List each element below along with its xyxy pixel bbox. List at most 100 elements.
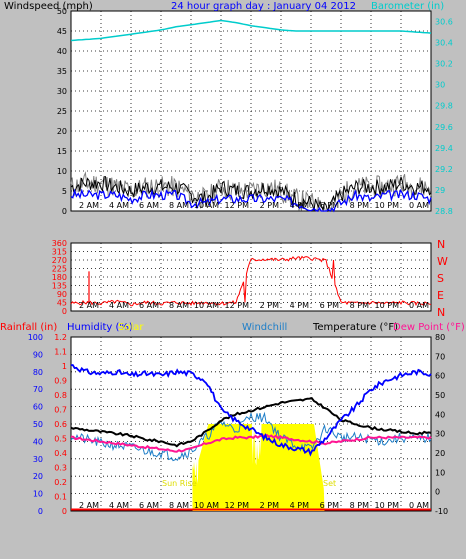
humidity-y-tick: 30 [33,455,43,464]
direction-y-tick: 225 [52,265,67,274]
baro-y-tick: 29.8 [435,102,453,111]
rain-y-tick: 0.8 [54,391,67,400]
temperature-y-tick: 10 [435,468,445,477]
temperature-y-tick: 30 [435,430,445,439]
solar-area [192,424,325,511]
x-tick-label: 2 AM [79,201,99,210]
wind-y-tick: 20 [57,127,67,136]
wind-y-tick: 45 [57,27,67,36]
humidity-y-tick: 60 [33,403,43,412]
x-tick-label: 12 PM [225,201,250,210]
x-tick-label: 0 AM [409,301,429,310]
direction-compass-label: E [437,289,444,302]
wind-ylabel: Windspeed (mph) [4,1,93,12]
x-tick-label: 6 AM [139,501,159,510]
baro-y-tick: 29.4 [435,144,453,153]
gust-series-line [70,171,432,213]
x-tick-label: 2 PM [260,301,279,310]
wind-y-tick: 30 [57,87,67,96]
direction-compass-label: W [437,255,448,268]
x-tick-label: 4 PM [290,501,309,510]
wind-y-tick: 0 [62,207,67,216]
rain-y-tick: 0 [62,507,67,516]
x-tick-label: 10 PM [375,301,400,310]
x-tick-label: 4 PM [290,301,309,310]
rain-y-tick: 0.6 [54,420,67,429]
x-tick-label: 2 PM [260,501,279,510]
x-tick-label: 12 PM [225,501,250,510]
rain-y-tick: 0.3 [54,464,67,473]
temperature-series-line [70,397,432,448]
direction-y-tick: 0 [62,307,67,316]
temperature-y-tick: 40 [435,410,445,419]
baro-y-tick: 30 [435,81,445,90]
rain-y-tick: 0.5 [54,435,67,444]
direction-y-tick: 360 [52,239,67,248]
humidity-y-tick: 0 [38,507,43,516]
barometer-series-line [70,19,432,42]
x-tick-label: 8 AM [169,301,189,310]
direction-y-tick: 180 [52,273,67,282]
baro-y-tick: 30.6 [435,18,453,27]
x-tick-label: 8 AM [169,201,189,210]
rain-y-tick: 0.7 [54,406,67,415]
x-tick-label: 2 AM [79,301,99,310]
wind-y-tick: 15 [57,147,67,156]
x-tick-label: 10 AM [194,301,219,310]
x-tick-label: 10 AM [194,201,219,210]
wind-y-tick: 35 [57,67,67,76]
baro-y-tick: 28.8 [435,207,453,216]
baro-y-tick: 30.4 [435,39,453,48]
baro-y-tick: 29.2 [435,165,453,174]
solar-ylabel: Solar [118,322,144,333]
x-tick-label: 6 PM [320,501,339,510]
baro-ylabel: Barometer (in) [371,1,444,12]
direction-y-tick: 315 [52,248,67,257]
wind-y-tick: 5 [62,187,67,196]
direction-y-tick: 45 [57,299,67,308]
tick-labels: 2 AM 4 AM 6 AM 8 AM 10 AM 12 PM 2 PM 4 PM 6 PM 8 … [28,7,453,516]
x-tick-label: 8 PM [350,501,369,510]
rain-y-tick: 0.2 [54,478,67,487]
x-tick-label: 6 PM [320,301,339,310]
sunset-label: Set [323,479,336,488]
x-tick-label: 8 PM [350,201,369,210]
temperature-y-tick: 20 [435,449,445,458]
windchill-ylabel: Windchill [242,322,287,333]
humidity-y-tick: 20 [33,472,43,481]
rain-y-tick: 1 [62,362,67,371]
x-tick-label: 0 AM [409,501,429,510]
x-tick-label: 0 AM [409,201,429,210]
baro-y-tick: 29.6 [435,123,453,132]
direction-y-tick: 135 [52,282,67,291]
humidity-y-tick: 100 [28,333,43,342]
solar-area-fill [192,424,325,511]
humidity-y-tick: 70 [33,385,43,394]
windchill-series-line [70,411,432,462]
temperature-y-tick: 60 [435,372,445,381]
windspeed-series-line [70,176,432,213]
direction-y-tick: 90 [57,290,67,299]
rain-y-tick: 1.1 [54,348,67,357]
x-tick-label: 4 AM [109,201,129,210]
humidity-y-tick: 10 [33,490,43,499]
humidity-y-tick: 40 [33,437,43,446]
sunrise-label: Sun Rise [162,479,197,488]
wind-y-tick: 10 [57,167,67,176]
wind-y-tick: 50 [57,7,67,16]
rain-ylabel: Rainfall (in) [0,322,57,333]
x-tick-label: 12 PM [225,301,250,310]
humidity-y-tick: 50 [33,420,43,429]
baro-y-tick: 29 [435,186,445,195]
x-tick-label: 6 AM [139,201,159,210]
wind-y-tick: 40 [57,47,67,56]
x-tick-label: 6 PM [320,201,339,210]
humidity-y-tick: 90 [33,350,43,359]
x-tick-label: 4 AM [109,501,129,510]
temperature-y-tick: -10 [435,507,448,516]
humidity-y-tick: 80 [33,368,43,377]
direction-y-tick: 270 [52,256,67,265]
wind-direction-line [70,255,432,307]
